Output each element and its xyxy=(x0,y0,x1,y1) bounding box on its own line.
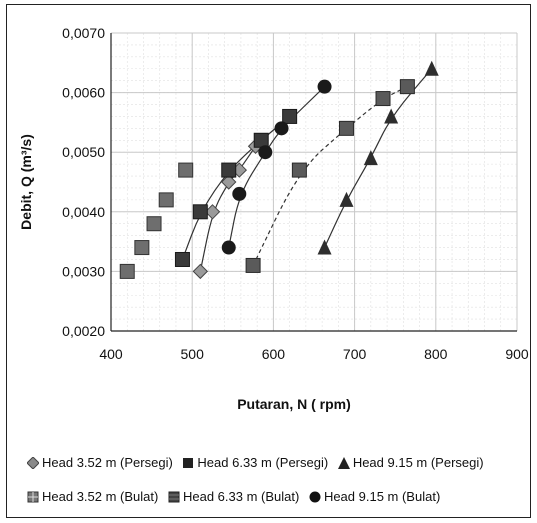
data-point-series-5 xyxy=(274,121,289,136)
legend-item-head-915-persegi: Head 9.15 m (Persegi) xyxy=(337,455,484,470)
data-point-series-4 xyxy=(282,108,298,124)
x-tick-label: 500 xyxy=(181,346,205,362)
data-point-series-2 xyxy=(363,150,378,166)
data-point-series-2 xyxy=(424,60,439,76)
y-tick-label: 0,0050 xyxy=(62,144,105,160)
legend-item-head-915-bulat: Head 9.15 m (Bulat) xyxy=(309,489,440,504)
legend-label: Head 3.52 m (Bulat) xyxy=(42,489,159,504)
y-tick-label: 0,0030 xyxy=(62,263,105,279)
data-point-series-0 xyxy=(204,204,221,220)
data-point-series-0 xyxy=(192,263,209,280)
data-point-series-5 xyxy=(232,186,247,201)
y-tick-label: 0,0040 xyxy=(62,204,105,220)
chart-frame: 400 500 600 700 800 900 0,0020 0,0030 0,0040 0,00… xyxy=(6,4,531,518)
data-point-series-3 xyxy=(158,192,174,208)
data-point-series-4 xyxy=(221,162,237,178)
data-point-series-1 xyxy=(245,257,261,273)
data-point-series-1 xyxy=(399,79,415,95)
legend-item-head-633-persegi: Head 6.33 m (Persegi) xyxy=(182,455,328,470)
data-point-series-3 xyxy=(134,240,150,256)
hatched-square-marker-icon xyxy=(27,491,39,502)
diamond-marker-icon xyxy=(27,456,39,469)
data-point-series-2 xyxy=(317,239,332,255)
data-point-series-4 xyxy=(253,132,269,148)
y-axis-title: Debit, Q (m³/s) xyxy=(18,134,34,230)
legend-label: Head 9.15 m (Bulat) xyxy=(323,489,441,504)
data-point-series-3 xyxy=(146,216,162,232)
data-point-series-5 xyxy=(258,145,273,160)
data-point-series-5 xyxy=(317,79,332,94)
legend-row-1: Head 3.52 m (Persegi) Head 6.33 m (Perse… xyxy=(27,455,490,472)
data-point-series-5 xyxy=(221,240,236,255)
square-marker-icon xyxy=(183,457,194,468)
data-point-series-0 xyxy=(221,174,237,190)
y-tick-label: 0,0020 xyxy=(62,323,105,339)
data-point-series-4 xyxy=(174,251,190,267)
dark-square-marker-icon xyxy=(168,491,180,502)
legend-label: Head 6.33 m (Bulat) xyxy=(182,489,300,504)
y-tick-label: 0,0070 xyxy=(62,25,105,41)
data-point-series-2 xyxy=(339,191,354,207)
triangle-marker-icon xyxy=(337,456,350,469)
legend-item-head-352-bulat: Head 3.52 m (Bulat) xyxy=(27,489,158,504)
legend-item-head-352-persegi: Head 3.52 m (Persegi) xyxy=(27,455,173,470)
legend-item-head-633-bulat: Head 6.33 m (Bulat) xyxy=(168,489,299,504)
data-point-series-1 xyxy=(338,120,354,136)
data-point-series-3 xyxy=(178,162,194,178)
legend-row-2: Head 3.52 m (Bulat) Head 6.33 m (Bulat) … xyxy=(27,489,446,506)
x-tick-label: 800 xyxy=(424,346,448,362)
y-tick-label: 0,0060 xyxy=(62,85,105,101)
x-axis-title: Putaran, N ( rpm) xyxy=(237,396,351,412)
x-tick-label: 600 xyxy=(262,346,286,362)
data-point-series-4 xyxy=(192,204,208,220)
data-point-series-1 xyxy=(375,91,391,107)
scatter-chart: 400 500 600 700 800 900 0,0020 0,0030 0,0040 0,00… xyxy=(18,25,529,412)
data-point-series-1 xyxy=(291,162,307,178)
legend-label: Head 6.33 m (Persegi) xyxy=(197,455,329,470)
legend-label: Head 3.52 m (Persegi) xyxy=(42,455,173,470)
data-point-series-3 xyxy=(119,263,135,279)
x-tick-label: 900 xyxy=(505,346,529,362)
legend-label: Head 9.15 m (Persegi) xyxy=(352,455,484,470)
x-tick-label: 400 xyxy=(99,346,123,362)
data-point-series-2 xyxy=(384,108,399,124)
x-tick-label: 700 xyxy=(343,346,367,362)
circle-marker-icon xyxy=(309,491,321,502)
